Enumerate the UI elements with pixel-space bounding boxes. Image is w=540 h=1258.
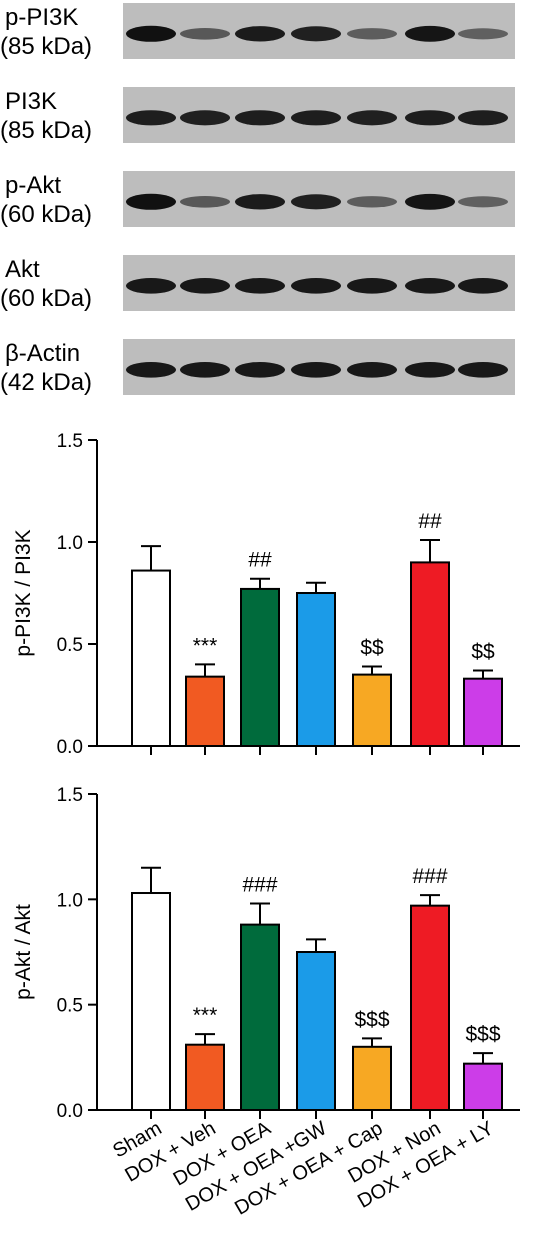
blot-band [235, 278, 285, 294]
significance-label: $$ [471, 641, 495, 664]
blot-band [405, 25, 455, 42]
blot-band [291, 362, 341, 378]
significance-label: *** [193, 634, 218, 657]
blot-band [458, 196, 508, 208]
blot-band [458, 278, 508, 294]
blot-band [235, 194, 285, 210]
blot-band [347, 196, 397, 208]
bar [296, 951, 336, 1111]
western-blot-panel: p-PI3K(85 kDa)PI3K(85 kDa)p-Akt(60 kDa)A… [0, 3, 515, 396]
blot-band [458, 362, 508, 378]
bar [131, 892, 171, 1111]
significance-label: ### [242, 874, 277, 897]
blot-protein-label: p-PI3K [5, 4, 78, 31]
blot-band [347, 362, 397, 378]
bar [131, 569, 171, 747]
blot-band [347, 278, 397, 294]
significance-label: $$$ [354, 1008, 389, 1031]
blot-band [180, 196, 230, 208]
y-tick-label: 0.0 [57, 1101, 83, 1122]
blot-band [126, 278, 176, 294]
significance-label: ## [248, 549, 272, 572]
blot-band [180, 28, 230, 40]
p-pi3k-bar-chart: 0.0 0.5 1.0 1.5 p-PI3K / PI3K *** ## $$ ## $$ [12, 431, 520, 758]
blot-band [458, 110, 508, 126]
y-axis-title: p-Akt / Akt [12, 904, 35, 1000]
p-akt-bar-chart: 0.0 0.5 1.0 1.5 p-Akt / Akt *** ### $$$ ### $$$ [12, 785, 520, 1122]
blot-band [126, 193, 176, 210]
bar [352, 1045, 392, 1112]
y-axis-title: p-PI3K / PI3K [12, 529, 35, 656]
blot-band [126, 110, 176, 126]
blot-band [180, 110, 230, 126]
blot-band [405, 362, 455, 378]
blot-band [347, 28, 397, 40]
blot-band [405, 110, 455, 126]
blot-protein-label: Akt [5, 256, 40, 283]
blot-band [180, 278, 230, 294]
blot-band [235, 362, 285, 378]
blot-band [458, 28, 508, 40]
y-tick-label: 1.0 [57, 890, 83, 911]
bar [463, 677, 503, 747]
y-tick-label: 0.0 [57, 737, 83, 758]
blot-band [235, 26, 285, 42]
y-tick-label: 1.5 [57, 785, 83, 806]
blot-size-label: (85 kDa) [0, 117, 92, 144]
blot-band [180, 362, 230, 378]
blot-protein-label: p-Akt [5, 172, 61, 199]
significance-label: ### [412, 865, 447, 888]
blot-band [347, 110, 397, 126]
blot-band [405, 193, 455, 210]
blot-size-label: (42 kDa) [0, 369, 92, 396]
blot-band [291, 194, 341, 210]
blot-size-label: (60 kDa) [0, 285, 92, 312]
significance-label: $$$ [465, 1023, 500, 1046]
significance-label: $$ [360, 636, 384, 659]
blot-band [235, 110, 285, 126]
blot-band [291, 26, 341, 42]
y-tick-label: 0.5 [57, 996, 83, 1017]
blot-band [291, 110, 341, 126]
bar [410, 561, 450, 748]
y-tick-label: 1.0 [57, 533, 83, 554]
blot-band [126, 25, 176, 42]
significance-label: ## [418, 510, 442, 533]
blot-band [291, 278, 341, 294]
bar [296, 592, 336, 747]
bar [185, 1043, 225, 1112]
blot-size-label: (85 kDa) [0, 33, 92, 60]
bar [240, 587, 280, 747]
blot-band [405, 278, 455, 294]
significance-label: *** [193, 1004, 218, 1027]
bar [185, 675, 225, 748]
blot-protein-label: PI3K [5, 88, 57, 115]
bar [240, 923, 280, 1112]
bar [410, 904, 450, 1111]
blot-size-label: (60 kDa) [0, 201, 92, 228]
y-tick-label: 1.5 [57, 431, 83, 452]
y-tick-label: 0.5 [57, 635, 83, 656]
bar [352, 673, 392, 747]
bar [463, 1062, 503, 1111]
blot-protein-label: β-Actin [5, 340, 80, 367]
blot-band [126, 362, 176, 378]
